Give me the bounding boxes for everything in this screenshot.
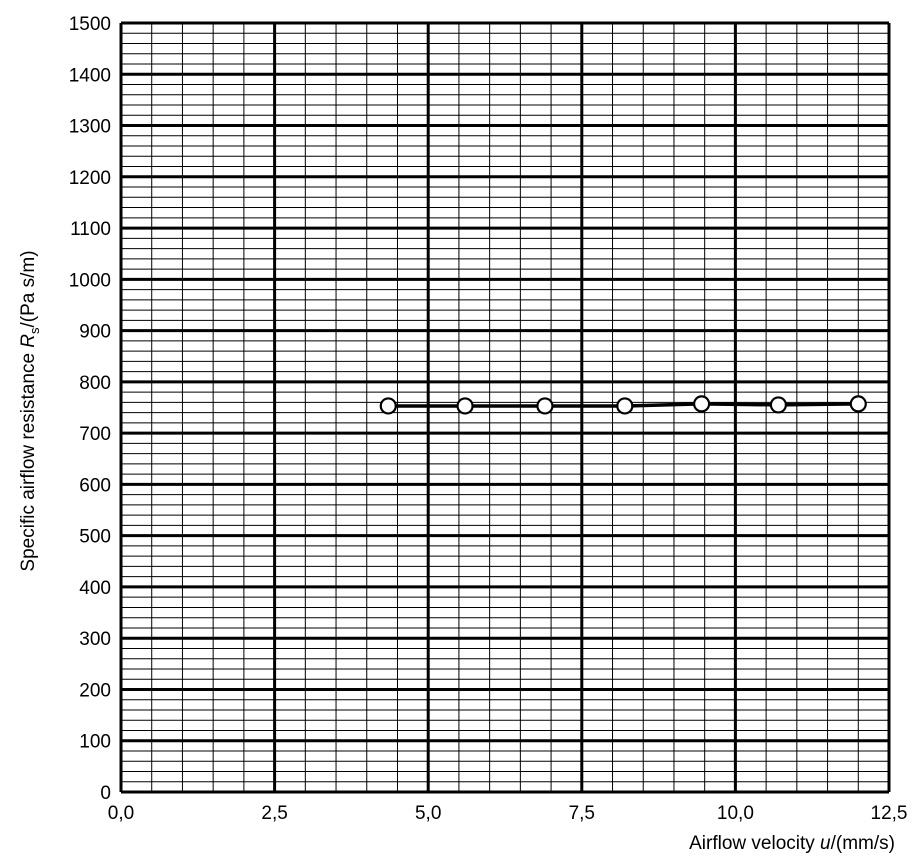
y-tick-label: 800 (79, 373, 111, 394)
data-point (849, 395, 867, 413)
y-axis-title: Specific airflow resistance Rs/(Pa s/m) (18, 250, 42, 571)
y-tick-label: 300 (79, 629, 111, 650)
x-axis-title: Airflow velocity u/(mm/s) (689, 833, 895, 854)
x-tick-labels: 0,0 2,5 5,0 7,5 10,0 12,5 (108, 803, 908, 824)
series-markers (379, 395, 867, 415)
y-tick-label: 1300 (69, 117, 111, 138)
x-tick-label: 5,0 (415, 803, 441, 824)
data-point (456, 397, 474, 415)
data-point (536, 397, 554, 415)
x-tick-label: 10,0 (717, 803, 754, 824)
y-tick-label: 400 (79, 578, 111, 599)
y-tick-label: 0 (100, 783, 111, 804)
x-tick-label: 2,5 (261, 803, 287, 824)
y-tick-label: 100 (79, 732, 111, 753)
data-point (616, 397, 634, 415)
y-tick-label: 1400 (69, 65, 111, 86)
y-tick-label: 600 (79, 475, 111, 496)
y-tick-labels: 0 100 200 300 400 500 600 700 800 900 1000 1100 1200… (69, 14, 111, 804)
y-tick-label: 1000 (69, 270, 111, 291)
y-tick-label: 200 (79, 680, 111, 701)
y-tick-label: 500 (79, 527, 111, 548)
x-tick-label: 12,5 (871, 803, 908, 824)
y-tick-label: 700 (79, 424, 111, 445)
data-point (379, 397, 397, 415)
y-tick-label: 1500 (69, 14, 111, 35)
y-tick-label: 1200 (69, 168, 111, 189)
x-tick-label: 0,0 (108, 803, 134, 824)
data-point (693, 395, 711, 413)
y-tick-label: 900 (79, 322, 111, 343)
y-tick-label: 1100 (70, 219, 111, 240)
x-tick-label: 7,5 (569, 803, 595, 824)
data-point (769, 396, 788, 414)
